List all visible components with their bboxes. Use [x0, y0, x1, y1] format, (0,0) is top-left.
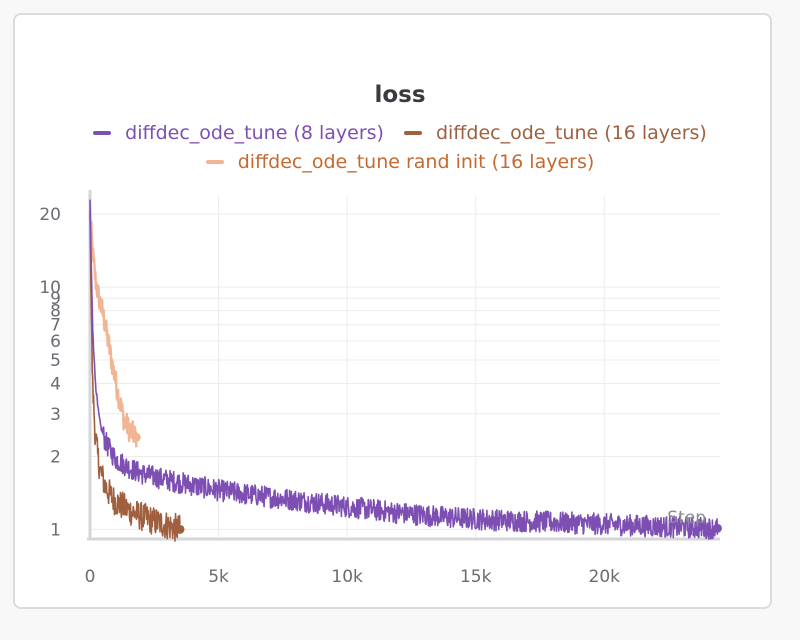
x-tick-label: 20k	[589, 567, 621, 587]
series-endpoint-0	[712, 523, 722, 533]
legend-swatch-16-layers	[403, 131, 422, 135]
series-line-2	[88, 213, 138, 448]
y-tick-label: 20	[39, 205, 61, 225]
x-tick-label: 10k	[331, 567, 363, 587]
y-tick-label: 10	[39, 278, 61, 298]
y-tick-label: 3	[50, 405, 61, 425]
series-endpoint-2	[131, 432, 141, 442]
legend-label-8-layers: diffdec_ode_tune (8 layers)	[125, 122, 384, 144]
legend-item-16-layers[interactable]: diffdec_ode_tune (16 layers)	[403, 122, 707, 144]
legend-swatch-8-layers	[93, 131, 112, 135]
legend-item-8-layers[interactable]: diffdec_ode_tune (8 layers)	[93, 122, 384, 144]
chart-title: loss	[374, 82, 426, 108]
y-tick-label: 5	[50, 351, 61, 371]
y-tick-label: 6	[50, 332, 61, 352]
legend-swatch-rand-init	[205, 160, 224, 164]
y-tick-label: 4	[50, 375, 61, 395]
series-endpoint-1	[175, 524, 185, 534]
y-tick-label: 1	[50, 520, 61, 540]
legend-item-rand-init[interactable]: diffdec_ode_tune rand init (16 layers)	[205, 151, 595, 173]
y-tick-label: 9	[50, 289, 61, 309]
y-tick-label: 7	[50, 316, 61, 336]
legend-label-rand-init: diffdec_ode_tune rand init (16 layers)	[237, 151, 595, 173]
series-line-0	[89, 199, 719, 540]
x-tick-label: 5k	[208, 567, 229, 587]
x-axis-label: Step	[667, 508, 706, 528]
series-layer	[88, 199, 722, 542]
x-tick-label: 0	[85, 567, 96, 587]
legend-label-16-layers: diffdec_ode_tune (16 layers)	[435, 122, 707, 144]
y-tick-label: 8	[50, 302, 61, 322]
series-line-1	[89, 210, 181, 542]
x-tick-label: 15k	[460, 567, 492, 587]
y-tick-label: 2	[50, 447, 61, 467]
legend: diffdec_ode_tune (8 layers) diffdec_ode_…	[0, 122, 800, 144]
legend-row-2: diffdec_ode_tune rand init (16 layers)	[0, 151, 800, 173]
